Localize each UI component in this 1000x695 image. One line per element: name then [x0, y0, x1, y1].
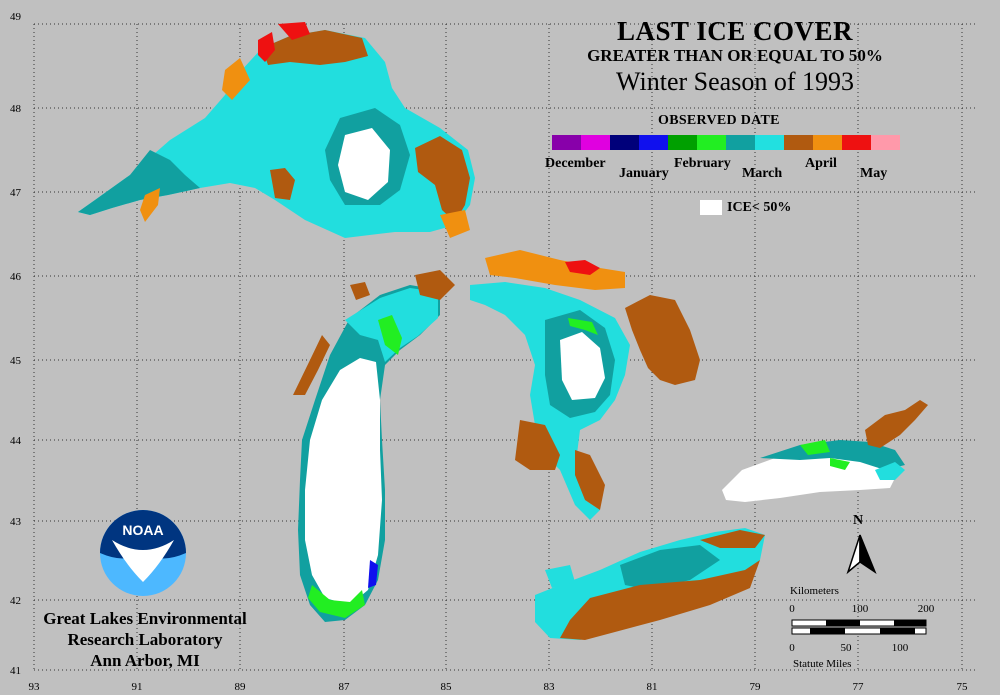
lon-label: 77	[853, 681, 865, 693]
legend-swatch	[668, 135, 697, 150]
legend-swatch	[639, 135, 668, 150]
title-line-3: Winter Season of 1993	[616, 67, 854, 96]
credit-line-3: Ann Arbor, MI	[90, 651, 200, 670]
lake-erie	[535, 528, 765, 640]
north-label: N	[853, 513, 863, 528]
scale-km-label: Kilometers	[790, 585, 839, 597]
scale-mi-tick: 0	[789, 642, 795, 654]
title-line-1: LAST ICE COVER	[616, 16, 854, 46]
lake-superior	[78, 22, 475, 238]
legend-month-april: April	[805, 156, 837, 171]
noaa-logo-text: NOAA	[122, 522, 163, 538]
lon-label: 89	[235, 681, 247, 693]
lat-label: 45	[10, 355, 22, 367]
lat-label: 41	[10, 665, 21, 677]
legend-ice-key: ICE< 50%	[700, 200, 791, 216]
scale-mi-label: Statute Miles	[793, 658, 851, 670]
lon-label: 83	[544, 681, 556, 693]
lake-ontario	[722, 400, 928, 502]
scale-mi-tick: 100	[892, 642, 909, 654]
longitude-labels: 93 91 89 87 85 83 81 79 77 75	[29, 681, 969, 693]
credit-line-1: Great Lakes Environmental	[43, 609, 247, 628]
legend-swatch	[871, 135, 900, 150]
scale-km-tick: 200	[918, 603, 935, 615]
lat-label: 44	[10, 435, 22, 447]
lon-label: 79	[750, 681, 762, 693]
graticule	[33, 23, 975, 671]
lat-label: 49	[10, 11, 22, 23]
st-marys-red	[565, 260, 600, 275]
legend-swatch	[842, 135, 871, 150]
lon-label: 75	[957, 681, 969, 693]
lon-label: 81	[647, 681, 658, 693]
legend-month-march: March	[742, 166, 783, 181]
straits-mackinac	[415, 270, 455, 300]
legend-month-january: January	[619, 166, 669, 181]
lon-label: 91	[132, 681, 143, 693]
legend-month-may: May	[860, 166, 888, 181]
legend-swatch	[552, 135, 581, 150]
legend-swatch	[697, 135, 726, 150]
legend-month-december: December	[545, 156, 606, 171]
lon-label: 93	[29, 681, 41, 693]
scale-mi-tick: 50	[841, 642, 853, 654]
scale-bar: Kilometers 0 100 200 0 50 100 Statute Mi…	[789, 585, 935, 670]
north-arrow-icon: N	[846, 513, 877, 575]
noaa-logo-icon: NOAA	[100, 510, 186, 596]
lon-label: 87	[339, 681, 351, 693]
legend-swatch	[813, 135, 842, 150]
legend-color-bar	[552, 135, 900, 150]
map-title: LAST ICE COVER GREATER THAN OR EQUAL TO …	[560, 16, 910, 98]
legend-month-february: February	[674, 156, 731, 171]
latitude-labels: 49 48 47 46 45 44 43 42 41	[10, 11, 22, 677]
ice-label: ICE< 50%	[727, 200, 792, 215]
lake-michigan	[293, 282, 440, 622]
lake-huron	[470, 282, 700, 520]
scale-km-tick: 0	[789, 603, 795, 615]
scale-km-tick: 100	[852, 603, 869, 615]
legend-swatch	[755, 135, 784, 150]
legend-swatch	[784, 135, 813, 150]
st-marys-river	[485, 250, 625, 290]
legend-swatch	[610, 135, 639, 150]
lat-label: 43	[10, 516, 22, 528]
lon-label: 85	[441, 681, 453, 693]
title-line-2: GREATER THAN OR EQUAL TO 50%	[587, 46, 883, 65]
lat-label: 42	[10, 595, 21, 607]
credit-block: Great Lakes Environmental Research Labor…	[30, 608, 260, 671]
legend-swatch	[581, 135, 610, 150]
lat-label: 47	[10, 187, 22, 199]
lat-label: 48	[10, 103, 22, 115]
ice-swatch	[700, 200, 722, 216]
legend-heading: OBSERVED DATE	[658, 113, 780, 128]
lat-label: 46	[10, 271, 22, 283]
legend-swatch	[726, 135, 755, 150]
credit-line-2: Research Laboratory	[67, 630, 223, 649]
